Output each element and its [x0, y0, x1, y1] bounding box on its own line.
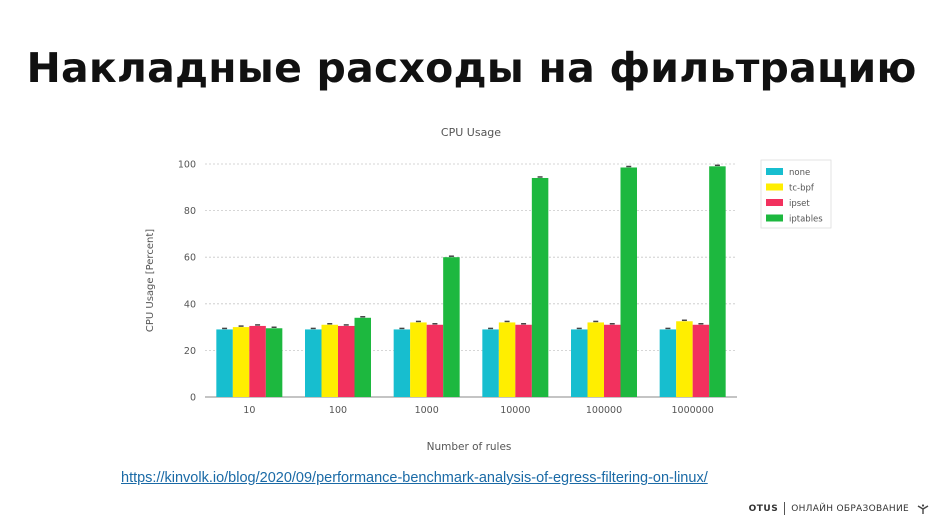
bar-tc-bpf-1000000: [676, 321, 693, 397]
legend-swatch-tc-bpf: [766, 183, 783, 191]
bar-ipset-100000: [604, 324, 621, 397]
bar-none-10000: [482, 329, 499, 397]
footer-separator: [784, 502, 786, 515]
bar-none-100000: [571, 329, 588, 397]
y-tick-label: 80: [184, 206, 196, 217]
slide-title: Накладные расходы на фильтрацию: [26, 44, 917, 92]
footer: OTUS ОНЛАЙН ОБРАЗОВАНИЕ: [749, 502, 929, 515]
y-tick-label: 100: [178, 160, 196, 171]
source-link[interactable]: https://kinvolk.io/blog/2020/09/performa…: [121, 470, 708, 486]
legend-label-tc-bpf: tc-bpf: [789, 184, 815, 194]
otus-bird-icon: [917, 503, 929, 514]
y-tick-label: 20: [184, 346, 196, 357]
bar-tc-bpf-100000: [587, 322, 604, 397]
legend-label-none: none: [789, 168, 810, 178]
y-tick-label: 60: [184, 253, 196, 264]
bar-iptables-10: [265, 328, 283, 397]
chart-title: CPU Usage: [441, 126, 501, 139]
bar-ipset-100: [338, 325, 355, 397]
bar-tc-bpf-10000: [498, 322, 516, 397]
legend-label-ipset: ipset: [789, 199, 810, 209]
bar-none-1000000: [659, 329, 677, 397]
bar-ipset-1000000: [692, 324, 710, 397]
x-tick-label: 10: [243, 405, 255, 416]
bar-iptables-100000: [620, 167, 637, 397]
x-tick-label: 10000: [500, 405, 530, 416]
bar-none-100: [305, 329, 322, 397]
bar-none-1000: [393, 329, 411, 397]
x-tick-label: 1000000: [672, 405, 714, 416]
cpu-usage-chart: CPU Usage 0 20 40 60 80 100 CPU Usage [Percent]…: [145, 126, 832, 453]
bar-tc-bpf-1000: [410, 322, 427, 397]
legend-swatch-ipset: [766, 199, 783, 206]
x-tick-label: 1000: [415, 405, 439, 416]
footer-brand: OTUS: [748, 503, 779, 514]
y-axis-label: CPU Usage [Percent]: [145, 229, 156, 332]
bar-iptables-1000000: [709, 166, 726, 397]
legend-swatch-iptables: [766, 214, 783, 222]
bar-iptables-100: [354, 317, 371, 397]
bar-iptables-1000: [443, 257, 460, 397]
x-tick-label: 100000: [586, 405, 622, 416]
y-tick-label: 40: [184, 299, 196, 310]
bar-ipset-10000: [515, 324, 532, 397]
bar-ipset-10: [249, 325, 266, 397]
bar-tc-bpf-10: [232, 327, 250, 397]
bar-tc-bpf-100: [321, 324, 338, 397]
bar-iptables-10000: [531, 177, 549, 397]
legend-swatch-none: [766, 168, 783, 175]
y-tick-label: 0: [190, 393, 196, 404]
bar-none-10: [216, 329, 233, 397]
x-tick-label: 100: [329, 405, 347, 416]
bar-ipset-1000: [426, 324, 444, 397]
footer-tagline: ОНЛАЙН ОБРАЗОВАНИЕ: [791, 503, 909, 514]
legend-label-iptables: iptables: [789, 215, 823, 225]
x-axis-label: Number of rules: [427, 441, 512, 453]
